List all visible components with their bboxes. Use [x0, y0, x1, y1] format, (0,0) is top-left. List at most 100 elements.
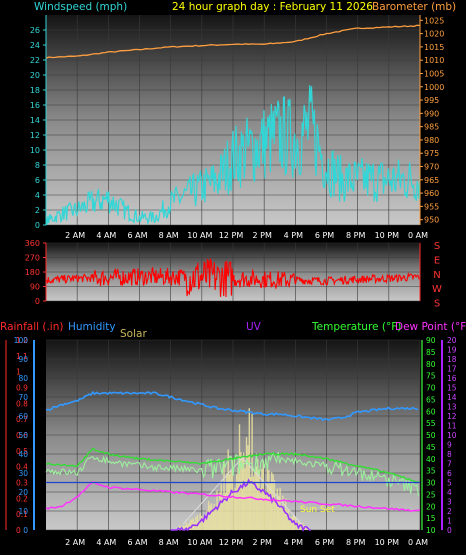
wind-tick-label: 14: [30, 116, 40, 125]
rainfall-axis-label: Rainfall (.in): [0, 321, 63, 333]
solar-bar: [198, 521, 200, 530]
temperature-axis-label: Temperature (°F): [311, 321, 401, 333]
uv-series-line: [170, 478, 311, 533]
humidity-series-line: [45, 390, 419, 422]
multi-x-tick-label: 8 AM: [159, 538, 179, 547]
rain-tick-label: 0.4: [16, 463, 28, 472]
chart-title: 24 hour graph day : February 11 2026: [172, 1, 373, 13]
solar-bar: [221, 497, 224, 530]
uv-tick-label: 0: [447, 526, 452, 535]
humidity-tick-label: 80: [18, 374, 28, 383]
wind-x-tick-label: 8 PM: [346, 231, 365, 240]
solar-bar: [200, 515, 203, 530]
solar-bar: [236, 474, 238, 530]
wind-tick-label: 18: [30, 86, 40, 95]
rain-tick-label: 0: [16, 526, 21, 535]
wind-x-tick-label: 2 PM: [252, 231, 271, 240]
multi-x-tick-label: 6 AM: [127, 538, 147, 547]
solar-bar: [262, 460, 264, 530]
direction-tick-label: 90: [30, 283, 40, 292]
solar-bar: [202, 517, 204, 530]
uv-tick-label: 10: [447, 431, 457, 440]
solar-bar: [185, 522, 187, 530]
barometer-tick-label: 1015: [424, 43, 444, 52]
uv-tick-label: 15: [447, 384, 457, 393]
uv-tick-label: 18: [447, 355, 457, 364]
solar-bar: [241, 458, 243, 530]
humidity-tick-label: 10: [18, 507, 28, 516]
solar-bar: [195, 516, 197, 530]
solar-bar: [219, 492, 221, 530]
compass-label: N: [433, 270, 440, 281]
temperature-tick-label: 25: [426, 490, 436, 499]
dewpoint-series-line: [45, 481, 421, 512]
direction-tick-label: 0: [35, 297, 40, 306]
uv-tick-label: 9: [447, 441, 452, 450]
humidity-tick-label: 20: [18, 488, 28, 497]
compass-label: S: [434, 299, 440, 310]
solar-bar: [213, 504, 215, 530]
solar-bar: [238, 424, 241, 530]
dewpoint-axis-label: Dew Point (°F): [395, 321, 466, 333]
compass-label: S: [434, 241, 440, 252]
solar-bar: [290, 516, 293, 530]
solar-bar: [306, 527, 308, 530]
barometer-tick-label: 970: [424, 163, 439, 172]
solar-bar: [243, 452, 245, 530]
wind-tick-label: 2: [35, 206, 40, 215]
temperature-tick-label: 80: [426, 360, 436, 369]
solar-bar: [216, 490, 218, 530]
barometer-tick-label: 985: [424, 123, 439, 132]
temperature-tick-label: 65: [426, 395, 436, 404]
solar-bar: [184, 525, 186, 530]
solar-bar: [223, 461, 225, 530]
solar-bar: [186, 524, 189, 530]
windspeed-series-line: [45, 85, 421, 226]
solar-bar: [257, 459, 259, 530]
solar-bar: [205, 514, 207, 530]
wind-x-tick-label: 6 PM: [315, 231, 334, 240]
solar-bar: [292, 515, 294, 530]
barometer-series-line: [45, 24, 421, 59]
solar-bar: [259, 488, 262, 530]
wind-tick-label: 22: [30, 56, 40, 65]
solar-bar: [228, 473, 231, 530]
uv-tick-label: 12: [447, 412, 457, 421]
temperature-tick-label: 45: [426, 443, 436, 452]
wind-tick-label: 16: [30, 101, 40, 110]
sunset-label: Sun Set: [300, 505, 335, 515]
solar-bar: [188, 523, 190, 530]
rain-tick-label: 0.3: [16, 479, 28, 488]
rain-tick-label: 1.2: [16, 336, 28, 345]
humidity-tick-label: 50: [18, 431, 28, 440]
solar-bar: [265, 492, 267, 530]
temperature-tick-label: 10: [426, 526, 436, 535]
solar-bar: [245, 437, 248, 530]
solar-bar: [250, 476, 252, 530]
solar-bar: [269, 482, 271, 530]
barometer-tick-label: 955: [424, 202, 439, 211]
solar-bar: [273, 480, 276, 530]
direction-tick-label: 360: [25, 239, 40, 248]
barometer-tick-label: 1025: [424, 16, 444, 25]
solar-bar: [285, 498, 287, 530]
solar-bar: [207, 501, 210, 530]
temperature-tick-label: 50: [426, 431, 436, 440]
direction-tick-label: 180: [25, 268, 40, 277]
wind-tick-label: 6: [35, 176, 40, 185]
solar-bar: [189, 519, 192, 530]
uv-tick-label: 16: [447, 374, 457, 383]
uv-tick-label: 2: [447, 507, 452, 516]
uv-tick-label: 14: [447, 393, 457, 402]
barometer-tick-label: 975: [424, 149, 439, 158]
solar-bar: [266, 465, 269, 530]
humidity-axis-label: Humidity: [68, 321, 116, 333]
multi-x-tick-label: 6 PM: [315, 538, 334, 547]
compass-label: E: [434, 255, 440, 266]
multi-x-tick-label: 2 AM: [65, 538, 85, 547]
wind-panel-series: [45, 24, 421, 226]
barometer-tick-label: 960: [424, 189, 439, 198]
solar-bar: [209, 505, 211, 530]
humidity-tick-label: 90: [18, 355, 28, 364]
solar-bar: [252, 476, 255, 530]
